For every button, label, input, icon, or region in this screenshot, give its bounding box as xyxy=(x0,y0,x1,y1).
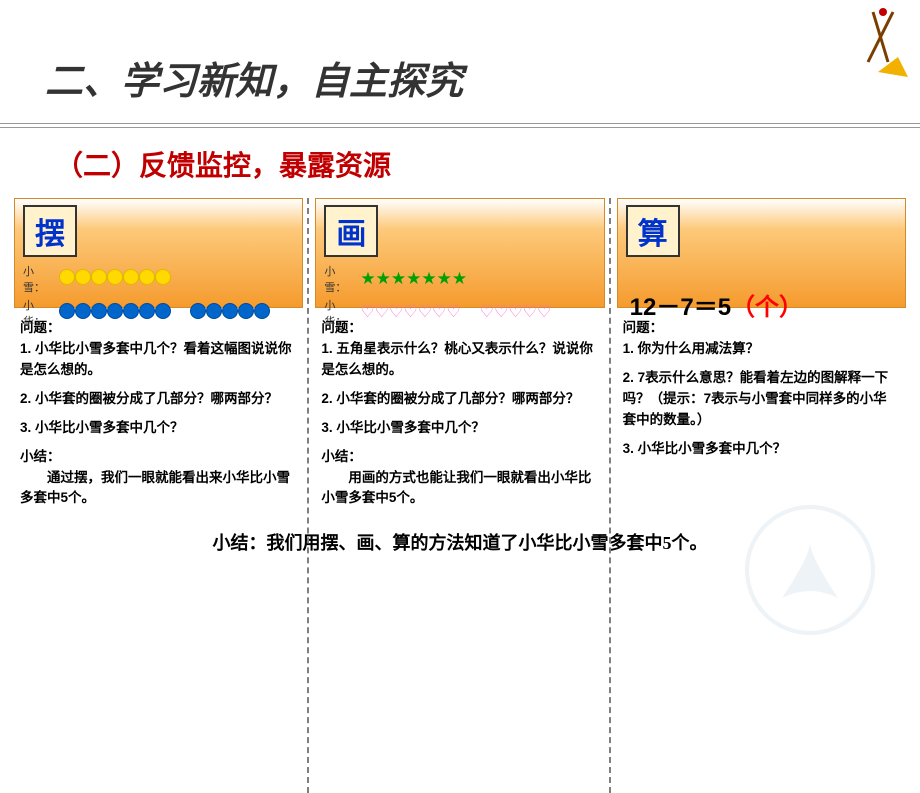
method-bar-hua: 画 小雪： ★★★★★★★ 小华： ♡♡♡♡♡♡♡ ♡♡♡♡♡ xyxy=(315,198,604,308)
method-label-bai: 摆 xyxy=(23,205,77,257)
slide: 二、学习新知，自主探究 （二）反馈监控，暴露资源 摆 小雪： 小华： xyxy=(0,0,920,690)
summary-body: 通过摆，我们一眼就能看出来小华比小雪多套中5个。 xyxy=(20,468,297,510)
q-item: 1. 你为什么用减法算？ xyxy=(623,339,900,360)
method-label-suan: 算 xyxy=(626,205,680,257)
pink-hearts: ♡♡♡♡♡♡♡ ♡♡♡♡♡ xyxy=(360,304,551,322)
column-suan: 算 12－7＝5（个） 问题： 1. 你为什么用减法算？ 2. 7表示什么意思？… xyxy=(611,198,912,513)
sub-title: （二）反馈监控，暴露资源 xyxy=(0,126,920,198)
blue-dots xyxy=(59,303,270,324)
name-label: 小雪： xyxy=(23,263,55,295)
q-item: 3. 小华比小雪多套中几个？ xyxy=(20,418,297,439)
name-label: 小华： xyxy=(324,297,356,329)
summary-head: 小结： xyxy=(321,447,598,468)
yellow-dots xyxy=(59,269,171,290)
columns-container: 摆 小雪： 小华： 问题： 1. 小 xyxy=(0,198,920,513)
watermark-icon xyxy=(740,500,880,640)
question-block-bai: 问题： 1. 小华比小雪多套中几个？看着这幅图说说你是怎么想的。 2. 小华套的… xyxy=(14,308,303,513)
method-bar-bai: 摆 小雪： 小华： xyxy=(14,198,303,308)
main-title: 二、学习新知，自主探究 xyxy=(0,0,920,115)
name-label: 小雪： xyxy=(324,263,356,295)
method-label-hua: 画 xyxy=(324,205,378,257)
q-item: 3. 小华比小雪多套中几个？ xyxy=(321,418,598,439)
column-bai: 摆 小雪： 小华： 问题： 1. 小 xyxy=(8,198,309,513)
green-stars: ★★★★★★★ xyxy=(360,270,467,289)
row-xiaohua-hua: 小华： ♡♡♡♡♡♡♡ ♡♡♡♡♡ xyxy=(324,297,595,329)
column-hua: 画 小雪： ★★★★★★★ 小华： ♡♡♡♡♡♡♡ ♡♡♡♡♡ xyxy=(309,198,610,513)
row-xiaoxue-bai: 小雪： xyxy=(23,263,294,295)
q-item: 1. 五角星表示什么？桃心又表示什么？说说你是怎么想的。 xyxy=(321,339,598,381)
method-bar-suan: 算 12－7＝5（个） xyxy=(617,198,906,308)
row-xiaohua-bai: 小华： xyxy=(23,297,294,329)
q-item: 2. 7表示什么意思？能看着左边的图解释一下吗？（提示：7表示与小雪套中同样多的… xyxy=(623,368,900,431)
equation: 12－7＝5（个） xyxy=(626,287,897,322)
title-underline xyxy=(0,123,920,124)
summary-body: 用画的方式也能让我们一眼就看出小华比小雪多套中5个。 xyxy=(321,468,598,510)
question-block-hua: 问题： 1. 五角星表示什么？桃心又表示什么？说说你是怎么想的。 2. 小华套的… xyxy=(315,308,604,513)
row-xiaoxue-hua: 小雪： ★★★★★★★ xyxy=(324,263,595,295)
compass-decoration-icon xyxy=(838,2,918,82)
question-block-suan: 问题： 1. 你为什么用减法算？ 2. 7表示什么意思？能看着左边的图解释一下吗… xyxy=(617,308,906,472)
equation-lhs: 12－7＝5 xyxy=(630,294,731,321)
q-item: 2. 小华套的圈被分成了几部分？哪两部分？ xyxy=(321,389,598,410)
equation-unit: （个） xyxy=(731,295,803,321)
q-item: 3. 小华比小雪多套中几个？ xyxy=(623,439,900,460)
summary-head: 小结： xyxy=(20,447,297,468)
name-label: 小华： xyxy=(23,297,55,329)
q-item: 2. 小华套的圈被分成了几部分？哪两部分？ xyxy=(20,389,297,410)
q-item: 1. 小华比小雪多套中几个？看着这幅图说说你是怎么想的。 xyxy=(20,339,297,381)
